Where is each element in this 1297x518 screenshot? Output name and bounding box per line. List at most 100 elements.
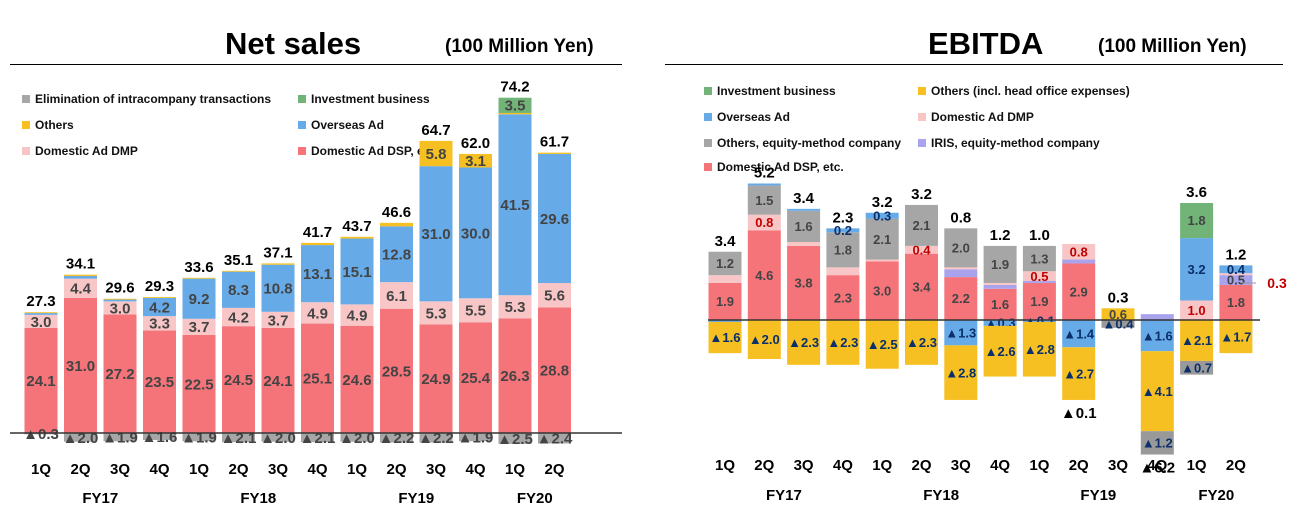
x-tick-label: 3Q (1108, 457, 1128, 474)
segment-label-equity_others: 1.8 (834, 242, 852, 257)
bar-segment-overseas (983, 320, 1017, 326)
total-label: 0.3 (1108, 289, 1129, 306)
x-tick-label: 4Q (465, 461, 485, 478)
total-label: 29.6 (105, 280, 134, 297)
legend-label: Domestic Ad DMP (35, 144, 138, 158)
bar-segment-overseas (944, 320, 978, 346)
legend-label: Domestic Ad DSP, etc. (717, 160, 844, 174)
bar-segment-dmp (419, 301, 453, 325)
segment-label-equity_others: 1.6 (795, 219, 813, 234)
segment-label-overseas: 3.2 (1188, 262, 1206, 277)
segment-label-overseas: 9.2 (189, 291, 210, 308)
x-tick-label: 4Q (149, 461, 169, 478)
bar-segment-dsp (944, 277, 978, 320)
bar-segment-dmp (538, 283, 571, 308)
segment-label-overseas: ▲1.3 (945, 325, 976, 340)
segment-label-equity_others: 2.0 (952, 241, 970, 256)
bar-segment-equity_neg (1101, 320, 1135, 328)
total-label: 2.3 (832, 209, 853, 226)
segment-label-others: ▲2.3 (906, 335, 937, 350)
segment-label-dsp: 26.3 (500, 368, 529, 385)
bar-segment-others (222, 270, 255, 272)
bar-segment-equity_others (983, 245, 1017, 283)
bar-segment-dmp (826, 267, 860, 276)
bar-segment-elim (538, 433, 571, 444)
total-label: 3.4 (715, 233, 737, 250)
x-tick-label: 1Q (1029, 457, 1049, 474)
segment-label-elim: ▲1.6 (142, 429, 178, 446)
side-label: 0.3 (1267, 275, 1287, 291)
bar-segment-others (708, 321, 742, 354)
segment-label-others: 5.8 (426, 146, 447, 163)
x-tick-label: 2Q (70, 461, 90, 478)
legend-label: Others (35, 118, 74, 132)
bar-segment-dmp (301, 302, 334, 324)
bar-segment-equity_others (905, 204, 938, 246)
segment-label-dmp: 4.4 (70, 281, 92, 298)
bar-segment-overseas (826, 228, 860, 233)
bar-segment-iris (983, 284, 1017, 289)
segment-label-equity_others: 1.5 (755, 193, 773, 208)
legend-label: IRIS, equity-method company (931, 136, 1100, 150)
legend-label: Others (incl. head office expenses) (931, 84, 1130, 98)
segment-label-dmp: 0.4 (912, 242, 931, 257)
segment-label-elim: ▲2.5 (497, 431, 533, 448)
x-tick-label: 4Q (1147, 457, 1167, 474)
legend-item-iris: IRIS, equity-method company (918, 136, 1100, 150)
bar-segment-equity_neg (1140, 431, 1174, 455)
segment-label-others: ▲2.5 (867, 337, 898, 352)
total-label: 33.6 (184, 259, 213, 276)
bar-segment-others (301, 242, 334, 246)
fiscal-year-label: FY18 (240, 490, 276, 507)
legend-item-dsp: Domestic Ad DSP, etc. (704, 160, 844, 174)
fiscal-year-label: FY19 (398, 490, 434, 507)
bar-segment-overseas (1140, 320, 1174, 352)
segment-label-equity_neg: ▲0.7 (1181, 360, 1212, 375)
negative-total-label: ▲0.1 (1061, 405, 1097, 422)
ebitda-chart: 1.9 4.6 3.8 2.3 3.0 3.4 2.2 1.6 1.9 2.9 1.8 0.5 0.8 0… (708, 165, 1287, 504)
bar-segment-dsp (865, 261, 899, 320)
bar-segment-others (103, 298, 137, 300)
ebitda-title-rule (665, 64, 1283, 65)
x-tick-label: 2Q (1226, 457, 1246, 474)
total-label: 1.2 (990, 227, 1011, 244)
x-tick-label: 1Q (31, 461, 51, 478)
bar-segment-overseas (419, 166, 453, 302)
bar-segment-dmp (143, 316, 176, 331)
x-tick-label: 3Q (426, 461, 446, 478)
segment-label-dsp: 28.8 (540, 363, 569, 380)
segment-label-overseas: ▲1.4 (1063, 326, 1095, 341)
segment-label-dsp: 24.9 (421, 371, 450, 388)
net-sales-chart: 24.1 31.0 27.2 23.5 22.5 24.5 24.1 25.1 24.6 28.5… (10, 79, 622, 507)
segment-label-dmp: 5.3 (505, 299, 526, 316)
bar-segment-iris (1219, 275, 1253, 285)
segment-label-dsp: 24.1 (26, 373, 55, 390)
bar-segment-others (419, 140, 453, 167)
legend-swatch (918, 139, 926, 147)
bar-segment-dsp (747, 230, 781, 320)
segment-label-dsp: 24.1 (263, 373, 292, 390)
x-tick-label: 1Q (189, 461, 209, 478)
total-label: 29.3 (145, 278, 174, 295)
x-tick-label: 2Q (386, 461, 406, 478)
bar-segment-others (1062, 347, 1096, 400)
legend-item-dsp: Domestic Ad DSP, etc. (298, 144, 438, 158)
segment-label-elim: ▲2.2 (418, 430, 454, 447)
bar-segment-others (787, 320, 821, 365)
fiscal-year-label: FY17 (82, 490, 118, 507)
negative-total-label: ▲6.2 (1139, 460, 1175, 477)
bar-segment-dmp (983, 282, 1017, 285)
bar-segment-dsp (1062, 263, 1096, 320)
bar-segment-dsp (340, 325, 374, 433)
segment-label-dsp: 24.5 (224, 372, 253, 389)
bar-segment-overseas (747, 183, 781, 186)
segment-label-dmp: 5.5 (465, 303, 486, 320)
bar-segment-others (261, 263, 295, 265)
segment-label-dsp: 23.5 (145, 374, 174, 391)
segment-label-equity_others: 1.3 (1030, 251, 1048, 266)
legend-item-elimination: Elimination of intracompany transactions (22, 92, 271, 106)
bar-segment-dmp (1022, 271, 1056, 281)
segment-label-elim: ▲2.0 (63, 430, 99, 447)
total-label: 3.2 (911, 186, 932, 203)
fiscal-year-label: FY20 (517, 490, 553, 507)
